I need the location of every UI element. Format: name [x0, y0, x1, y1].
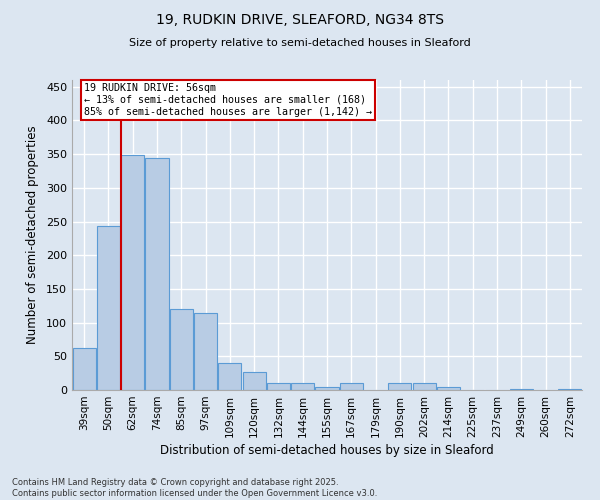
Bar — [73, 348, 95, 390]
Text: 19 RUDKIN DRIVE: 56sqm
← 13% of semi-detached houses are smaller (168)
85% of se: 19 RUDKIN DRIVE: 56sqm ← 13% of semi-det… — [85, 84, 373, 116]
Bar — [291, 384, 314, 390]
Bar — [510, 388, 533, 390]
Bar — [437, 386, 460, 390]
Bar — [388, 384, 412, 390]
Bar — [97, 226, 120, 390]
Bar — [145, 158, 169, 390]
Y-axis label: Number of semi-detached properties: Number of semi-detached properties — [26, 126, 39, 344]
Bar — [121, 156, 144, 390]
Bar — [170, 309, 193, 390]
Bar — [267, 384, 290, 390]
Text: Contains HM Land Registry data © Crown copyright and database right 2025.
Contai: Contains HM Land Registry data © Crown c… — [12, 478, 377, 498]
Text: Size of property relative to semi-detached houses in Sleaford: Size of property relative to semi-detach… — [129, 38, 471, 48]
Text: 19, RUDKIN DRIVE, SLEAFORD, NG34 8TS: 19, RUDKIN DRIVE, SLEAFORD, NG34 8TS — [156, 12, 444, 26]
Bar — [218, 363, 241, 390]
X-axis label: Distribution of semi-detached houses by size in Sleaford: Distribution of semi-detached houses by … — [160, 444, 494, 457]
Bar — [413, 384, 436, 390]
Bar — [340, 384, 363, 390]
Bar — [242, 372, 266, 390]
Bar — [194, 312, 217, 390]
Bar — [316, 386, 338, 390]
